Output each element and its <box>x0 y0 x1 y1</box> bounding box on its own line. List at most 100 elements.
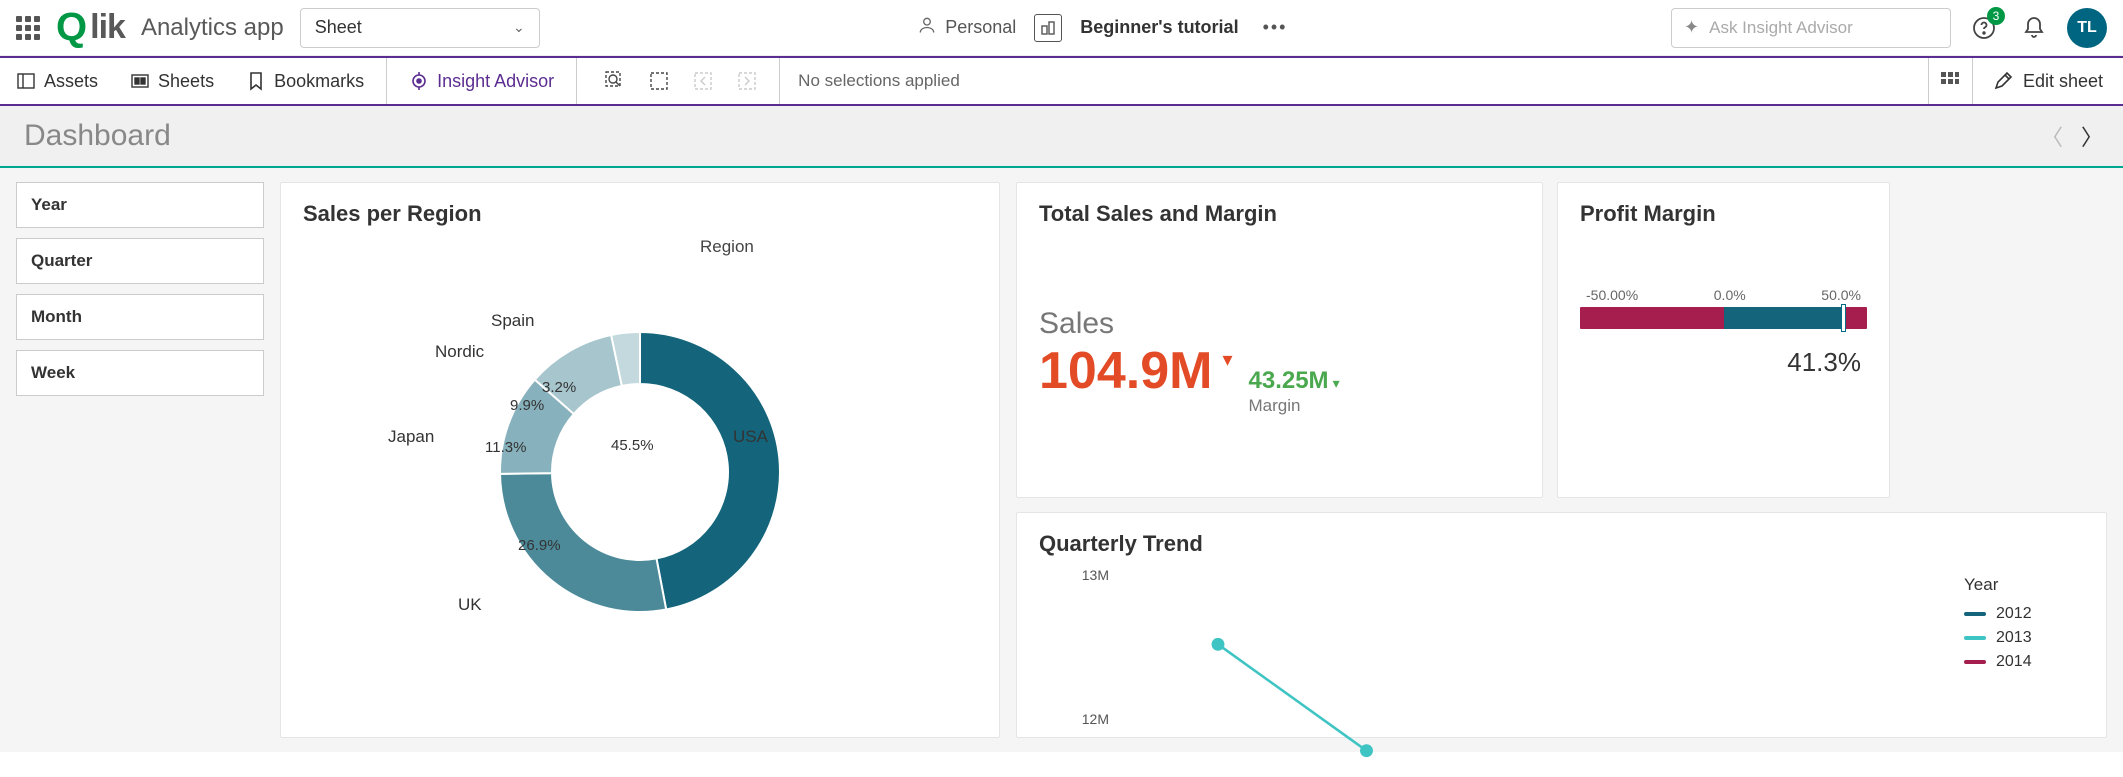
bookmark-icon <box>246 71 266 91</box>
donut-slice-pct: 11.3% <box>485 439 526 456</box>
insight-placeholder: Ask Insight Advisor <box>1709 18 1853 38</box>
gauge-scale-left: -50.00% <box>1586 287 1638 303</box>
selection-tools <box>583 58 780 104</box>
grid-view-icon[interactable] <box>1928 58 1972 104</box>
step-forward-icon <box>735 69 759 93</box>
legend-label: 2013 <box>1996 629 2032 647</box>
donut-chart: Region USA 45.5% UK 26.9% Japan 11.3% Nordic 9.… <box>303 237 977 717</box>
legend-label: 2012 <box>1996 605 2032 623</box>
top-mid-group: Personal Beginner's tutorial ••• <box>917 14 1293 42</box>
gauge-scale-right: 50.0% <box>1821 287 1861 303</box>
y-tick: 12M <box>1059 711 1109 727</box>
sheets-icon <box>130 71 150 91</box>
legend-item[interactable]: 2014 <box>1964 653 2084 671</box>
assets-label: Assets <box>44 71 98 92</box>
kpi-sub-value: 43.25M <box>1249 367 1329 394</box>
chevron-down-icon: ⌄ <box>513 19 525 36</box>
personal-label: Personal <box>945 17 1016 38</box>
edit-sheet-button[interactable]: Edit sheet <box>1972 58 2123 104</box>
gauge-value: 41.3% <box>1580 347 1867 378</box>
sheet-dropdown-label: Sheet <box>315 17 362 38</box>
legend-item[interactable]: 2013 <box>1964 629 2084 647</box>
selections-tool-icon[interactable] <box>647 69 671 93</box>
app-icon[interactable] <box>1034 14 1062 42</box>
filter-year[interactable]: Year <box>16 182 264 228</box>
sheets-button[interactable]: Sheets <box>114 58 230 104</box>
donut-slice-pct: 26.9% <box>518 537 561 554</box>
insight-search[interactable]: ✦ Ask Insight Advisor <box>1671 8 1951 48</box>
donut-slice-label: Japan <box>388 427 434 447</box>
sales-per-region-panel[interactable]: Sales per Region Region USA 45.5% UK 26.9% J… <box>280 182 1000 738</box>
sheet-dropdown[interactable]: Sheet ⌄ <box>300 8 540 48</box>
panel-title: Quarterly Trend <box>1039 531 2084 557</box>
donut-slice-label: Spain <box>491 311 534 331</box>
legend-swatch <box>1964 636 1986 640</box>
kpi-value: 104.9M <box>1039 341 1212 401</box>
personal-button[interactable]: Personal <box>917 15 1016 40</box>
donut-slice-label: USA <box>733 427 768 447</box>
insight-label: Insight Advisor <box>437 71 554 92</box>
donut-slice-label: UK <box>458 595 482 615</box>
sub-toolbar: Assets Sheets Bookmarks Insight Advisor … <box>0 56 2123 106</box>
quarterly-chart: 13M 12M <box>1039 567 1944 727</box>
sparkle-icon: ✦ <box>1684 17 1699 38</box>
filter-month[interactable]: Month <box>16 294 264 340</box>
filter-pane: Year Quarter Month Week <box>16 182 264 396</box>
app-title: Beginner's tutorial <box>1080 17 1238 38</box>
user-icon <box>917 15 937 40</box>
avatar[interactable]: TL <box>2067 8 2107 48</box>
legend-label: 2014 <box>1996 653 2032 671</box>
pencil-icon <box>1993 71 2013 91</box>
legend-swatch <box>1964 660 1986 664</box>
bookmarks-button[interactable]: Bookmarks <box>230 58 380 104</box>
donut-slice-label: Nordic <box>435 342 484 362</box>
insight-icon <box>409 71 429 91</box>
donut-slice-pct: 45.5% <box>611 437 654 454</box>
y-tick: 13M <box>1059 567 1109 583</box>
kpi-label: Sales <box>1039 307 1520 341</box>
bookmarks-label: Bookmarks <box>274 71 364 92</box>
donut-slice-pct: 3.2% <box>542 379 576 396</box>
profit-margin-panel[interactable]: Profit Margin -50.00% 0.0% 50.0% 41.3% <box>1557 182 1890 498</box>
quarterly-legend: Year 2012 2013 2014 <box>1964 567 2084 727</box>
smart-search-icon[interactable] <box>603 69 627 93</box>
legend-swatch <box>1964 612 1986 616</box>
app-name: Analytics app <box>141 14 284 42</box>
step-back-icon <box>691 69 715 93</box>
gauge-scale-mid: 0.0% <box>1714 287 1746 303</box>
help-badge: 3 <box>1987 7 2005 25</box>
dashboard-title: Dashboard <box>24 119 171 153</box>
assets-icon <box>16 71 36 91</box>
next-sheet-icon[interactable]: 〉 <box>2081 120 2103 152</box>
kpi-sub-trend-icon: ▾ <box>1333 375 1340 391</box>
no-selections-text: No selections applied <box>780 71 978 91</box>
filter-quarter[interactable]: Quarter <box>16 238 264 284</box>
more-menu-icon[interactable]: ••• <box>1257 17 1294 38</box>
prev-sheet-icon: 〈 <box>2041 120 2063 152</box>
dashboard-title-row: Dashboard 〈 〉 <box>0 106 2123 168</box>
edit-sheet-label: Edit sheet <box>2023 71 2103 92</box>
panel-title: Total Sales and Margin <box>1039 201 1520 227</box>
filter-week[interactable]: Week <box>16 350 264 396</box>
gauge-bar <box>1580 307 1867 329</box>
legend-title: Year <box>1964 575 2084 595</box>
help-icon[interactable]: 3 <box>1967 11 2001 45</box>
assets-button[interactable]: Assets <box>0 58 114 104</box>
panel-title: Sales per Region <box>303 201 977 227</box>
waffle-icon[interactable] <box>16 16 40 40</box>
kpi-trend-icon: ▾ <box>1222 347 1232 372</box>
donut-legend-title: Region <box>700 237 754 257</box>
bell-icon[interactable] <box>2017 11 2051 45</box>
kpi-sub-label: Margin <box>1249 396 1340 416</box>
total-sales-panel[interactable]: Total Sales and Margin Sales 104.9M ▾ 43… <box>1016 182 1543 498</box>
panel-title: Profit Margin <box>1580 201 1867 227</box>
top-bar: Qlik Analytics app Sheet ⌄ Personal Begi… <box>0 0 2123 56</box>
quarterly-trend-panel[interactable]: Quarterly Trend 13M 12M Year 2012 2013 2014 <box>1016 512 2107 738</box>
donut-slice-pct: 9.9% <box>510 397 544 414</box>
insight-advisor-button[interactable]: Insight Advisor <box>386 58 577 104</box>
gauge-scale: -50.00% 0.0% 50.0% <box>1580 287 1867 307</box>
qlik-logo: Qlik <box>56 5 125 50</box>
content-area: Year Quarter Month Week Sales per Region… <box>0 168 2123 752</box>
sheets-label: Sheets <box>158 71 214 92</box>
legend-item[interactable]: 2012 <box>1964 605 2084 623</box>
